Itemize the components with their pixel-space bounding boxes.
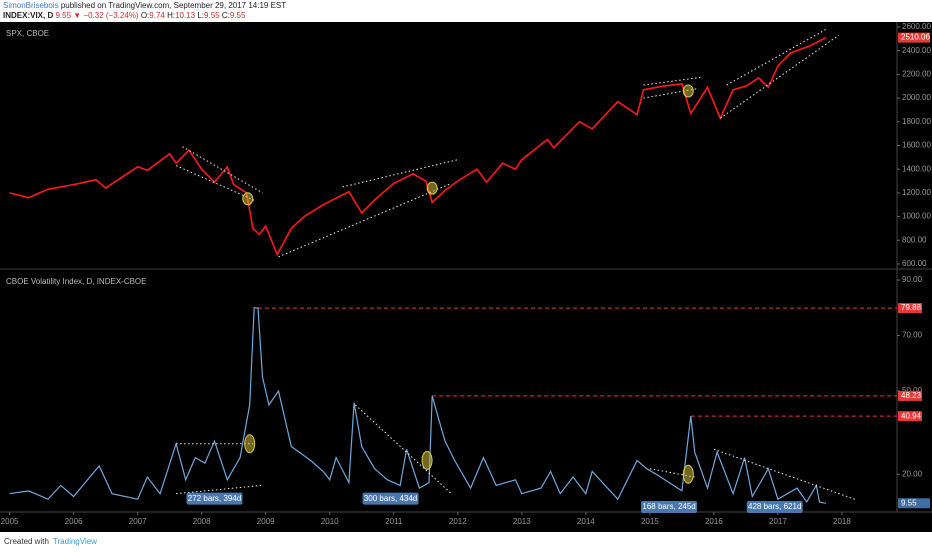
x-tick-label: 2009 xyxy=(257,517,275,526)
ohlc-key: L: xyxy=(197,11,205,20)
y-tick-label: 1200.00 xyxy=(902,188,931,197)
ohlc-value: 9.55 xyxy=(204,11,220,20)
x-tick-label: 2008 xyxy=(193,517,211,526)
x-tick-label: 2010 xyxy=(321,517,339,526)
highlight xyxy=(426,181,438,195)
trendline xyxy=(355,404,452,495)
series-line xyxy=(9,36,827,257)
header: SimonBrisebois published on TradingView.… xyxy=(0,0,932,22)
published: published on TradingView.com, September … xyxy=(60,1,287,10)
created-with: Created with xyxy=(4,537,49,546)
ohlc-value: 9.74 xyxy=(149,11,165,20)
series-line xyxy=(9,307,827,504)
level-label: 40.94 xyxy=(901,411,922,420)
x-tick-label: 2015 xyxy=(641,517,659,526)
annotation-label: 300 bars, 434d xyxy=(364,494,417,503)
y-tick-label: 1400.00 xyxy=(902,164,931,173)
annotation-label: 168 bars, 245d xyxy=(642,502,695,511)
highlight xyxy=(682,84,694,98)
x-tick-label: 2007 xyxy=(129,517,147,526)
y-tick-label: 2200.00 xyxy=(902,69,931,78)
y-tick-label: 2000.00 xyxy=(902,93,931,102)
trendline xyxy=(643,88,698,99)
level-label-box xyxy=(898,411,922,422)
highlight xyxy=(244,434,256,454)
ohlc-value: 9.55 xyxy=(229,11,246,20)
change: ▼ −0.32 (−3.24%) xyxy=(73,11,139,20)
last: 9.55 xyxy=(55,11,72,20)
annotation-label: 272 bars, 394d xyxy=(188,494,241,503)
pane-title: SPX, CBOE xyxy=(6,29,49,38)
annotation-box xyxy=(641,501,698,514)
annotation-box xyxy=(746,501,803,514)
x-tick-label: 2014 xyxy=(577,517,595,526)
ohlc-key: C: xyxy=(221,11,230,20)
trendline xyxy=(720,34,840,119)
last-value-label: 9.55 xyxy=(901,498,917,507)
level-label: 79.88 xyxy=(901,303,922,312)
trendline xyxy=(643,76,702,86)
last-value-label: 2510.06 xyxy=(901,33,930,42)
last-value-box xyxy=(898,32,930,43)
trendline xyxy=(278,182,452,258)
ohlc-key: H: xyxy=(167,11,176,20)
trendline xyxy=(182,146,263,194)
level-label-box xyxy=(898,390,922,401)
x-tick-label: 2017 xyxy=(769,517,787,526)
pane-title: CBOE Volatility Index, D, INDEX-CBOE xyxy=(6,277,147,286)
ohlc-value: 10.13 xyxy=(175,11,196,20)
annotation-label: 428 bars, 621d xyxy=(748,502,801,511)
annotation-box xyxy=(186,492,243,505)
y-tick-label: 50.00 xyxy=(902,386,923,395)
y-tick-label: 600.00 xyxy=(902,259,927,268)
trendline xyxy=(175,165,257,202)
trendline xyxy=(176,484,263,495)
level-label-box xyxy=(898,303,922,314)
highlight xyxy=(682,464,694,484)
author[interactable]: SimonBrisebois xyxy=(3,1,59,10)
level-label: 48.23 xyxy=(901,391,922,400)
chart: SPX, CBOE 600.00 800.00 1000.00 1200.00 1400.… xyxy=(0,22,932,532)
quote-line: INDEX:VIX, D 9.55 ▼ −0.32 (−3.24%) O:9.7… xyxy=(3,11,932,21)
brand[interactable]: TradingView xyxy=(52,537,97,546)
footer: Created with TradingView xyxy=(0,532,932,552)
symbol: INDEX:VIX, D xyxy=(3,11,54,20)
annotation-box xyxy=(362,492,419,505)
x-tick-label: 2006 xyxy=(65,517,83,526)
x-tick-label: 2016 xyxy=(705,517,723,526)
y-tick-label: 90.00 xyxy=(902,275,923,284)
y-tick-label: 1600.00 xyxy=(902,141,931,150)
background xyxy=(0,22,932,532)
y-tick-label: 20.00 xyxy=(902,469,923,478)
highlight xyxy=(242,192,254,206)
publish-line: SimonBrisebois published on TradingView.… xyxy=(3,1,932,11)
y-tick-label: 70.00 xyxy=(902,331,923,340)
x-tick-label: 2018 xyxy=(833,517,851,526)
highlight xyxy=(421,450,433,470)
x-tick-label: 2012 xyxy=(449,517,467,526)
y-tick-label: 800.00 xyxy=(902,235,927,244)
ohlc-key: O: xyxy=(140,11,150,20)
y-tick-label: 1000.00 xyxy=(902,212,931,221)
x-tick-label: 2011 xyxy=(385,517,403,526)
y-tick-label: 1800.00 xyxy=(902,117,931,126)
trendline xyxy=(713,448,855,500)
x-tick-label: 2005 xyxy=(1,517,19,526)
x-tick-label: 2013 xyxy=(513,517,531,526)
last-value-box xyxy=(898,498,930,509)
y-tick-label: 2400.00 xyxy=(902,46,931,55)
y-tick-label: 2600.00 xyxy=(902,22,931,31)
trendline xyxy=(726,28,827,86)
